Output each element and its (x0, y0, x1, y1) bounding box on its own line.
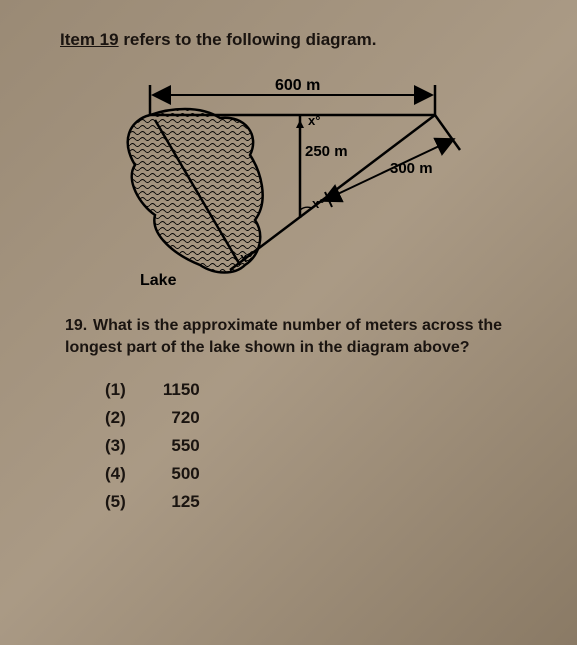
option-num: (3) (105, 436, 145, 456)
angle-top: x° (308, 113, 320, 128)
angle-mid: x° (312, 196, 324, 211)
right-measure-text: 300 m (390, 160, 433, 177)
question-text: What is the approximate number of meters… (65, 317, 502, 356)
geometry-diagram: 600 m 250 m x° x° x° 300 m Lak (100, 70, 480, 290)
option-4[interactable]: (4) 500 (105, 464, 537, 484)
option-num: (1) (105, 380, 145, 400)
option-2[interactable]: (2) 720 (105, 408, 537, 428)
arrow-250-up (296, 120, 304, 128)
top-measure-text: 600 m (275, 77, 320, 94)
option-1[interactable]: (1) 1150 (105, 380, 537, 400)
diagram-svg: 600 m 250 m x° x° x° 300 m Lak (100, 70, 480, 290)
option-val: 500 (150, 464, 200, 484)
lake-label: Lake (140, 272, 177, 289)
question-number: 19. (65, 315, 93, 337)
option-num: (5) (105, 492, 145, 512)
question-block: 19.What is the approximate number of met… (65, 315, 537, 360)
heading-rest: refers to the following diagram. (119, 30, 377, 49)
option-3[interactable]: (3) 550 (105, 436, 537, 456)
option-val: 125 (150, 492, 200, 512)
options-list: (1) 1150 (2) 720 (3) 550 (4) 500 (5) 125 (105, 380, 537, 512)
item-heading: Item 19 refers to the following diagram. (60, 30, 537, 50)
option-num: (2) (105, 408, 145, 428)
mid-measure-text: 250 m (305, 143, 348, 160)
option-5[interactable]: (5) 125 (105, 492, 537, 512)
option-val: 550 (150, 436, 200, 456)
perp-300-line (435, 115, 460, 150)
option-val: 720 (150, 408, 200, 428)
page-container: Item 19 refers to the following diagram.… (0, 0, 577, 550)
option-val: 1150 (150, 380, 200, 400)
item-label: Item 19 (60, 30, 119, 49)
option-num: (4) (105, 464, 145, 484)
